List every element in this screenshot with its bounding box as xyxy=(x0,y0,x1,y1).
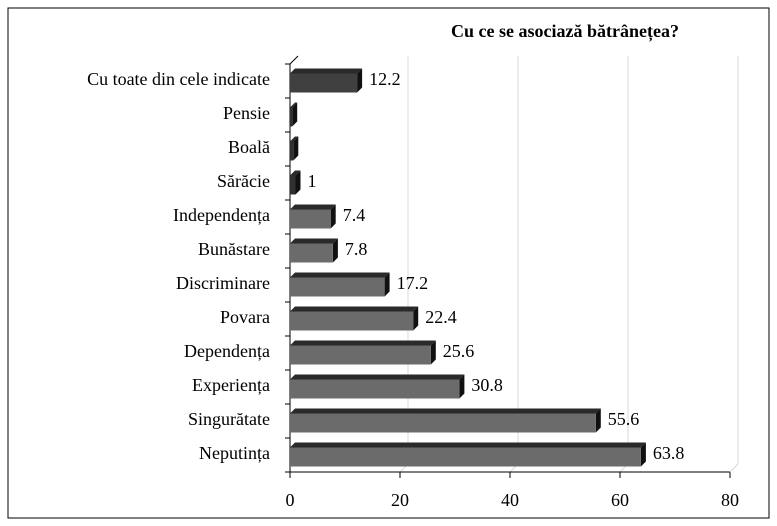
x-tick-label: 40 xyxy=(501,490,519,510)
y-tick-label: Sărăcie xyxy=(217,171,270,191)
bar-side xyxy=(413,306,419,331)
x-tick-label: 0 xyxy=(286,490,295,510)
bar-top xyxy=(290,136,299,142)
bar xyxy=(290,175,296,195)
bar-top xyxy=(290,170,301,176)
data-label: 17.2 xyxy=(397,273,429,293)
bar xyxy=(290,141,294,161)
bar-side xyxy=(293,136,299,161)
bar-top xyxy=(290,272,390,278)
y-axis-back xyxy=(289,55,299,65)
bar-side xyxy=(330,204,336,229)
bar-side xyxy=(384,272,390,297)
bar-side xyxy=(332,238,338,263)
bar-side xyxy=(430,340,436,365)
bar xyxy=(290,209,331,229)
y-tick-label: Pensie xyxy=(223,103,270,123)
bar xyxy=(290,379,460,399)
x-tick-label: 20 xyxy=(391,490,409,510)
y-tick-label: Neputința xyxy=(199,443,270,463)
bar-top xyxy=(290,238,338,244)
bar-top xyxy=(290,204,336,210)
bar xyxy=(290,107,293,127)
y-tick-label: Experiența xyxy=(192,375,270,395)
y-tick-label: Independența xyxy=(173,205,270,225)
data-label: 30.8 xyxy=(471,375,503,395)
bar-side xyxy=(640,442,646,467)
bar xyxy=(290,243,333,263)
bar-top xyxy=(290,102,298,108)
bar-top xyxy=(290,68,363,74)
y-tick-label: Boală xyxy=(228,137,270,157)
bar-top xyxy=(290,374,465,380)
bar-side xyxy=(295,170,301,195)
bar xyxy=(290,413,596,433)
y-tick-label: Cu toate din cele indicate xyxy=(87,69,270,89)
data-label: 55.6 xyxy=(608,409,640,429)
y-tick-label: Dependența xyxy=(184,341,270,361)
data-label: 7.4 xyxy=(343,205,366,225)
data-label: 12.2 xyxy=(369,69,401,89)
bar-side xyxy=(595,408,601,433)
floor-edge xyxy=(729,463,739,473)
chart-title: Cu ce se asociază bătrânețea? xyxy=(451,21,679,42)
data-label: 7.8 xyxy=(345,239,368,259)
y-tick-label: Bunăstare xyxy=(198,239,270,259)
bar xyxy=(290,447,641,467)
data-label: 1 xyxy=(308,171,317,191)
data-label: 63.8 xyxy=(653,443,685,463)
bar-top xyxy=(290,408,601,414)
bar-top xyxy=(290,442,646,448)
y-tick-label: Povara xyxy=(220,307,270,327)
y-tick-label: Discriminare xyxy=(176,273,270,293)
frame xyxy=(7,7,770,519)
bar-side xyxy=(292,102,298,127)
bar xyxy=(290,277,385,297)
x-tick-label: 60 xyxy=(611,490,629,510)
data-label: 25.6 xyxy=(443,341,475,361)
bar-side xyxy=(357,68,363,93)
bar xyxy=(290,345,431,365)
bar-top xyxy=(290,306,419,312)
bar-top xyxy=(290,340,436,346)
x-tick-label: 80 xyxy=(721,490,739,510)
bar xyxy=(290,311,414,331)
bar-side xyxy=(459,374,465,399)
bar xyxy=(290,73,358,93)
data-label: 22.4 xyxy=(425,307,457,327)
y-tick-label: Singurătate xyxy=(188,409,270,429)
